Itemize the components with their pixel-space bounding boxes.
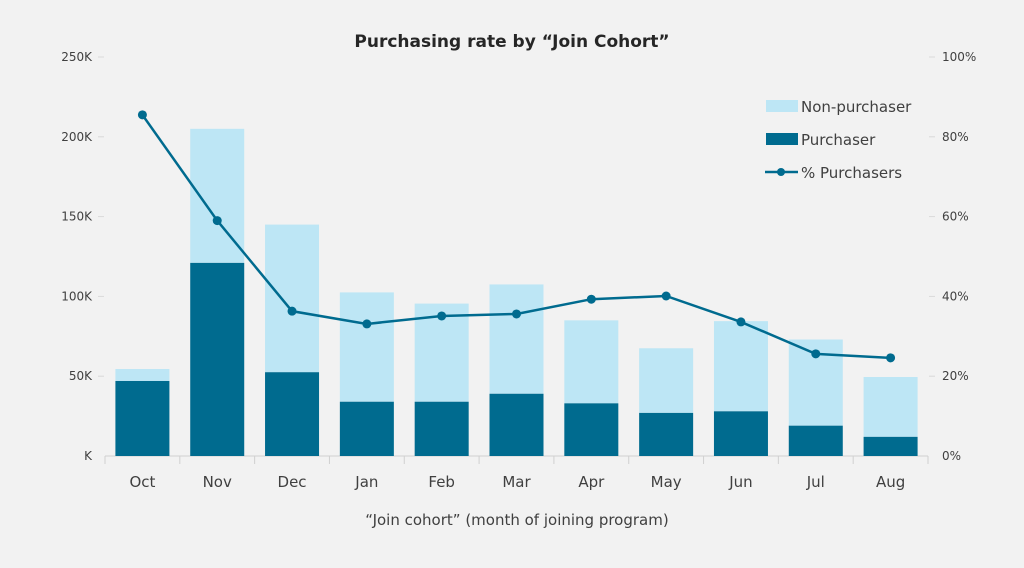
bar-non-purchaser-may	[639, 348, 694, 413]
bar-purchaser-jul	[788, 425, 843, 456]
bar-purchaser-jun	[713, 411, 768, 456]
right-tick-label: 40%	[942, 289, 969, 303]
bar-purchaser-dec	[265, 372, 320, 456]
left-tick-label: K	[84, 449, 93, 463]
bar-purchaser-feb	[414, 401, 469, 456]
bar-purchaser-apr	[564, 403, 619, 456]
left-tick-label: 50K	[69, 369, 93, 383]
percent-point-dec	[287, 306, 297, 316]
left-tick-label: 250K	[61, 50, 93, 64]
bar-non-purchaser-apr	[564, 320, 619, 404]
legend-label-purchaser: Purchaser	[801, 131, 876, 149]
x-tick-label-dec: Dec	[278, 473, 307, 491]
bar-non-purchaser-mar	[489, 284, 544, 394]
x-tick-label-aug: Aug	[876, 473, 905, 491]
x-tick-label-jan: Jan	[354, 473, 378, 491]
left-tick-label: 150K	[61, 210, 93, 224]
percent-point-may	[661, 291, 671, 301]
x-tick-label-may: May	[651, 473, 682, 491]
right-tick-label: 100%	[942, 50, 976, 64]
chart-title: Purchasing rate by “Join Cohort”	[354, 32, 669, 52]
legend-marker-percent	[777, 168, 785, 176]
x-tick-label-nov: Nov	[203, 473, 232, 491]
percent-point-feb	[437, 311, 447, 321]
bar-non-purchaser-jan	[339, 292, 394, 402]
bar-purchaser-may	[639, 412, 694, 456]
bar-non-purchaser-aug	[863, 376, 918, 437]
legend-swatch-non-purchaser	[766, 100, 798, 112]
x-axis-label: “Join cohort” (month of joining program)	[365, 511, 668, 529]
legend: Non-purchaser Purchaser % Purchasers	[765, 98, 912, 182]
percent-point-oct	[137, 110, 147, 120]
x-tick-label-apr: Apr	[578, 473, 605, 491]
x-tick-label-feb: Feb	[428, 473, 455, 491]
percent-point-jul	[811, 349, 821, 359]
bar-non-purchaser-oct	[115, 369, 170, 381]
right-tick-label: 80%	[942, 130, 969, 144]
x-tick-label-jul: Jul	[806, 473, 825, 491]
percent-point-jan	[362, 319, 372, 329]
legend-label-non-purchaser: Non-purchaser	[801, 98, 912, 116]
legend-label-percent: % Purchasers	[801, 164, 902, 182]
left-tick-label: 200K	[61, 130, 93, 144]
bar-purchaser-nov	[190, 262, 245, 456]
percent-point-apr	[586, 294, 596, 304]
bar-purchaser-oct	[115, 380, 170, 456]
right-tick-label: 60%	[942, 210, 969, 224]
bar-non-purchaser-jun	[713, 321, 768, 412]
left-tick-label: 100K	[61, 289, 93, 303]
x-tick-label-jun: Jun	[728, 473, 752, 491]
x-tick-label-oct: Oct	[129, 473, 155, 491]
percent-point-aug	[886, 353, 896, 363]
bar-purchaser-mar	[489, 393, 544, 456]
bar-purchaser-aug	[863, 436, 918, 456]
percent-point-mar	[512, 309, 521, 319]
percent-point-nov	[212, 216, 222, 226]
percent-point-jun	[736, 317, 746, 327]
legend-swatch-purchaser	[766, 133, 798, 145]
bar-purchaser-jan	[339, 401, 394, 456]
right-tick-label: 0%	[942, 449, 961, 463]
bar-non-purchaser-dec	[265, 224, 320, 373]
right-tick-label: 20%	[942, 369, 969, 383]
x-tick-label-mar: Mar	[502, 473, 531, 491]
